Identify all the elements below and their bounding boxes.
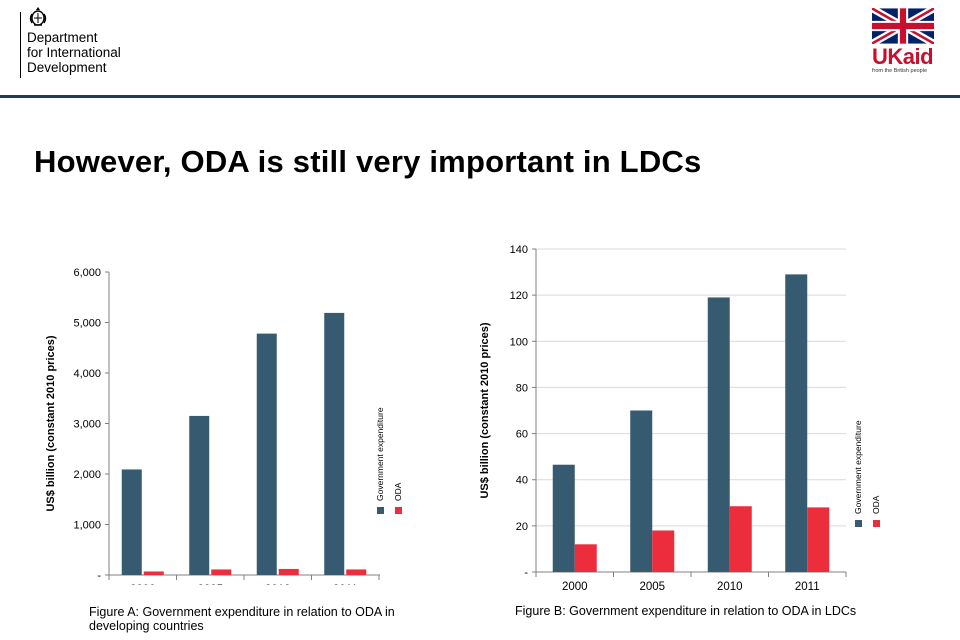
bar-oda xyxy=(807,507,830,572)
y-tick-label: 60 xyxy=(516,429,528,441)
ukaid-uk: UK xyxy=(872,44,903,69)
bar-oda xyxy=(211,569,232,575)
legend-label-government: Government expenditure xyxy=(375,407,385,501)
y-axis-title: US$ billion (constant 2010 prices) xyxy=(479,322,491,498)
y-tick-label: 120 xyxy=(510,290,528,302)
legend-swatch-oda xyxy=(395,507,402,514)
y-tick-label: 5,000 xyxy=(73,318,101,330)
bar-oda xyxy=(574,544,597,572)
y-axis-title: US$ billion (constant 2010 prices) xyxy=(45,335,57,511)
x-tick-label: 2005 xyxy=(197,584,223,585)
y-tick-label: 100 xyxy=(510,336,528,348)
x-tick-label: 2011 xyxy=(333,584,358,585)
org-line-1: Department xyxy=(27,30,98,45)
bar-oda xyxy=(652,530,675,572)
slide-title: However, ODA is still very important in … xyxy=(34,144,702,179)
y-tick-label: 80 xyxy=(516,382,528,394)
union-flag-icon xyxy=(872,8,934,44)
bar-government-expenditure xyxy=(189,415,210,575)
x-tick-label: 2010 xyxy=(265,584,291,585)
caption-figure-a: Figure A: Government expenditure in rela… xyxy=(89,605,395,633)
y-tick-label: 3,000 xyxy=(73,419,101,431)
ukaid-tagline: from the British people xyxy=(872,68,928,74)
bar-oda xyxy=(729,506,752,572)
chart-a: - 1,000 2,000 3,000 4,000 5,000 6,000 2000 2005 2… xyxy=(45,267,403,585)
x-tick-label: 2000 xyxy=(562,581,588,593)
caption-figure-b: Figure B: Government expenditure in rela… xyxy=(515,604,857,618)
x-tick-label: 2010 xyxy=(717,581,743,593)
org-line-3: Development xyxy=(27,60,107,75)
x-tick-label: 2000 xyxy=(130,584,156,585)
y-tick-label: 20 xyxy=(516,521,528,533)
ukaid-wordmark: UKaid xyxy=(872,46,938,68)
y-tick-label: 40 xyxy=(516,475,528,487)
bar-oda xyxy=(346,569,367,575)
org-line-2: for International xyxy=(27,45,121,60)
y-tick-label: 1,000 xyxy=(73,520,101,532)
bar-oda xyxy=(278,568,299,575)
bar-government-expenditure xyxy=(121,469,142,575)
y-tick-label: 6,000 xyxy=(73,267,101,279)
bar-government-expenditure xyxy=(785,274,808,572)
ukaid-aid: aid xyxy=(902,44,934,69)
y-tick-label: - xyxy=(524,567,528,579)
slide-header: Department for International Development… xyxy=(0,0,960,96)
x-tick-label: 2005 xyxy=(639,581,665,593)
royal-crest-icon xyxy=(29,7,47,26)
legend-swatch-government xyxy=(855,520,862,527)
legend-label-oda: ODA xyxy=(871,495,881,514)
chart-b: - 20 40 60 80 100 120 140 2000 2005 2010 2011 US$ bi… xyxy=(479,244,881,593)
bar-oda xyxy=(143,571,164,575)
logo-divider xyxy=(20,12,21,78)
legend-swatch-government xyxy=(377,507,384,514)
organisation-name: Department for International Development xyxy=(27,30,167,75)
bar-government-expenditure xyxy=(256,333,277,575)
x-tick-label: 2011 xyxy=(795,581,820,593)
legend-label-government: Government expenditure xyxy=(853,420,863,514)
y-tick-label: - xyxy=(97,570,101,582)
bar-government-expenditure xyxy=(552,464,575,572)
y-tick-label: 4,000 xyxy=(73,368,101,380)
bar-government-expenditure xyxy=(630,410,653,572)
bar-government-expenditure xyxy=(707,297,730,572)
bar-government-expenditure xyxy=(324,312,345,575)
y-tick-label: 140 xyxy=(510,244,528,256)
legend-label-oda: ODA xyxy=(393,482,403,501)
ukaid-logo: UKaid from the British people xyxy=(872,8,938,74)
legend-swatch-oda xyxy=(873,520,880,527)
y-tick-label: 2,000 xyxy=(73,469,101,481)
header-rule xyxy=(0,95,960,98)
